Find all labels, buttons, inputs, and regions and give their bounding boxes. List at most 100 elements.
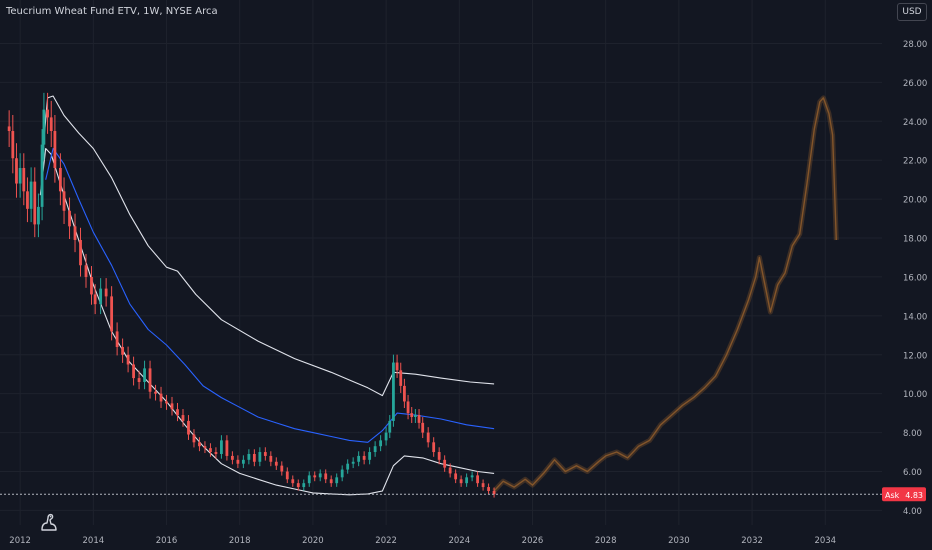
candle-body xyxy=(176,409,179,416)
candle-body xyxy=(49,117,53,132)
candle-body xyxy=(170,403,174,410)
y-tick-label: 18.00 xyxy=(903,235,927,245)
candle-body xyxy=(392,362,395,421)
projection-path xyxy=(493,97,837,492)
candle-body xyxy=(53,131,57,168)
candle-body xyxy=(126,354,130,365)
candle-body xyxy=(318,473,322,478)
y-tick-label: 28.00 xyxy=(903,40,927,50)
candle-body xyxy=(181,415,185,421)
candle-body xyxy=(406,401,410,414)
candle-body xyxy=(296,483,300,488)
candle-body xyxy=(329,479,333,484)
candle-body xyxy=(165,401,168,404)
candle-body xyxy=(421,422,425,433)
candle-body xyxy=(115,331,119,347)
candle-body xyxy=(79,239,82,266)
candle-body xyxy=(340,469,344,478)
y-tick-label: 12.00 xyxy=(903,351,927,361)
y-tick-label: 20.00 xyxy=(903,196,927,206)
candle-body xyxy=(203,446,207,449)
candle-body xyxy=(252,453,256,462)
candle-body xyxy=(7,126,11,132)
candle-body xyxy=(241,459,245,464)
candle-body xyxy=(192,434,196,443)
candle-body xyxy=(291,479,295,484)
candle-body xyxy=(68,210,71,227)
y-tick-label: 6.00 xyxy=(903,468,922,478)
candle-body xyxy=(93,294,97,305)
candle-body xyxy=(62,191,66,211)
grid-lines xyxy=(0,0,882,525)
candle-body xyxy=(90,276,93,295)
candle-body xyxy=(395,362,399,371)
candle-body xyxy=(214,452,218,454)
candle-body xyxy=(269,455,273,462)
x-tick-label: 2032 xyxy=(741,536,763,546)
x-tick-label: 2016 xyxy=(156,536,178,546)
y-tick-label: 10.00 xyxy=(903,390,927,400)
candle-body xyxy=(307,475,311,484)
candle-body xyxy=(465,477,469,484)
candle-body xyxy=(373,446,377,453)
candle-body xyxy=(137,378,141,382)
candle-body xyxy=(302,483,306,488)
candle-body xyxy=(335,477,339,484)
candle-body xyxy=(487,487,490,491)
candle-body xyxy=(132,364,135,379)
candle-body xyxy=(454,473,458,480)
candle-body xyxy=(351,461,355,464)
candle-body xyxy=(280,465,284,472)
candle-body xyxy=(187,420,190,435)
candle-body xyxy=(22,167,26,192)
moving-average-white-lower xyxy=(39,147,495,496)
candle-body xyxy=(247,453,251,460)
candle-body xyxy=(357,455,361,462)
x-tick-label: 2012 xyxy=(9,536,31,546)
candle-body xyxy=(110,296,114,332)
y-tick-label: 26.00 xyxy=(903,79,927,89)
x-tick-label: 2024 xyxy=(448,536,470,546)
candle-body xyxy=(84,265,88,277)
candle-body xyxy=(121,346,125,355)
y-tick-label: 8.00 xyxy=(903,429,922,439)
candle-body xyxy=(459,479,463,484)
candle-body xyxy=(263,452,267,456)
y-tick-label: 16.00 xyxy=(903,273,927,283)
tradingview-logo-icon[interactable] xyxy=(38,512,60,532)
candle-body xyxy=(29,181,33,209)
candle-body xyxy=(209,448,212,453)
candle-body xyxy=(470,475,474,478)
series-layer xyxy=(7,92,839,498)
x-tick-label: 2014 xyxy=(83,536,105,546)
candle-body xyxy=(437,452,441,460)
candle-body xyxy=(403,385,406,402)
ask-label-layer: Ask 4.83 xyxy=(882,487,926,502)
candle-body xyxy=(37,206,40,225)
candle-body xyxy=(143,368,146,382)
candle-body xyxy=(426,432,430,443)
candle-body xyxy=(481,483,485,488)
chart-title: Teucrium Wheat Fund ETV, 1W, NYSE Arca xyxy=(6,6,218,17)
ask-price-value: 4.83 xyxy=(905,491,923,500)
candle-body xyxy=(274,461,278,466)
candle-body xyxy=(443,459,447,468)
candle-body xyxy=(362,455,366,460)
candle-body xyxy=(432,442,436,453)
y-tick-label: 22.00 xyxy=(903,157,927,167)
axis-layer: 4.00 6.00 8.00 10.00 12.00 14.00 16.00 18.00 20.… xyxy=(9,40,927,546)
candle-body xyxy=(26,191,29,209)
candle-body xyxy=(220,440,223,454)
currency-button[interactable]: USD xyxy=(897,3,927,21)
y-tick-label: 24.00 xyxy=(903,118,927,128)
candle-body xyxy=(448,467,452,474)
candle-body xyxy=(159,393,163,402)
candle-body xyxy=(40,144,44,207)
candle-body xyxy=(324,473,328,480)
y-tick-label: 14.00 xyxy=(903,312,927,322)
candle-body xyxy=(46,109,49,118)
candle-body xyxy=(313,475,317,478)
